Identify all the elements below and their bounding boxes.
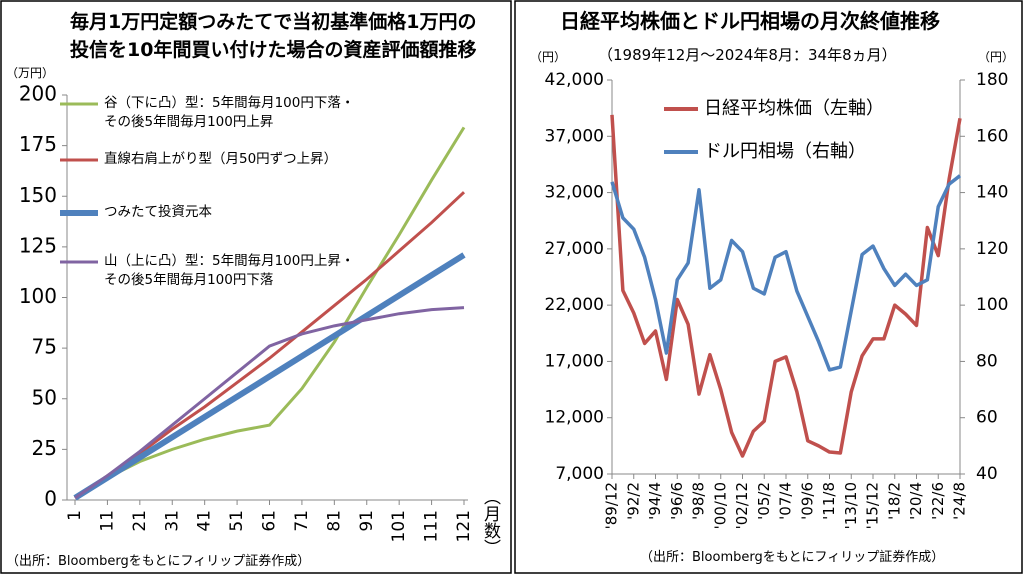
chart-subtitle: （1989年12月～2024年8月：34年8ヵ月） — [598, 46, 897, 64]
y2-tick-label: 120 — [976, 239, 1008, 259]
x-tick-label: '24/8 — [951, 482, 969, 520]
y-unit: （万円） — [6, 66, 55, 80]
series-line — [74, 191, 466, 500]
y-tick-label: 42,000 — [545, 70, 604, 90]
y2-tick-label: 80 — [976, 351, 998, 371]
series-line — [74, 306, 465, 500]
y2-tick-label: 100 — [976, 295, 1008, 315]
y-tick-label: 100 — [19, 284, 57, 308]
y-tick-label: 200 — [19, 82, 57, 106]
y-tick-label: 75 — [32, 335, 57, 359]
y-tick-label: 22,000 — [545, 295, 604, 315]
y-tick-label: 27,000 — [545, 239, 604, 259]
x-tick-label: 11 — [97, 510, 117, 532]
y-tick-label: 50 — [32, 385, 57, 409]
x-tick-label: 51 — [227, 510, 247, 532]
x-tick-label: '94/4 — [646, 482, 664, 520]
chart-title: 毎月1万円定額つみたてで当初基準価格1万円の投信を10年間買い付けた場合の資産評… — [70, 11, 477, 61]
x-tick-label: '11/8 — [820, 482, 838, 520]
series-line — [610, 174, 962, 372]
y-tick-label: 25 — [32, 436, 57, 460]
series-line — [610, 114, 962, 458]
legend-label: ドル円相場（右軸） — [704, 141, 866, 162]
x-tick-label: 71 — [292, 510, 312, 532]
x-tick-label: '18/2 — [885, 482, 903, 520]
x-tick-label: '15/12 — [864, 482, 882, 529]
x-tick-label: 61 — [260, 510, 280, 532]
y-tick-label: 17,000 — [545, 351, 604, 371]
chart-title: 日経平均株価とドル円相場の月次終値推移 — [560, 9, 940, 33]
x-tick-label: '09/6 — [798, 482, 816, 520]
series-line — [74, 126, 466, 500]
y2-tick-label: 60 — [976, 408, 998, 428]
source: （出所：Bloombergをもとにフィリップ証券作成） — [640, 550, 945, 565]
x-tick-label: '07/4 — [777, 482, 795, 520]
y-unit: （円） — [530, 50, 567, 64]
legend-label: 日経平均株価（左軸） — [704, 98, 884, 119]
y-tick-label: 150 — [19, 183, 57, 207]
x-tick-label: 1 — [65, 510, 85, 521]
legend-label: 山（上に凸）型：5年間毎月100円上昇・その後5年間毎月100円下落 — [104, 253, 355, 288]
x-tick-label: '05/2 — [755, 482, 773, 520]
x-tick-label: 31 — [162, 510, 182, 532]
x-tick-label: '02/12 — [733, 482, 751, 529]
x-tick-label: '00/10 — [711, 482, 729, 529]
x-tick-label: 91 — [357, 510, 377, 532]
y-tick-label: 37,000 — [545, 126, 604, 146]
x-tick-label: 41 — [195, 510, 215, 532]
y-tick-label: 125 — [19, 233, 57, 257]
x-tick-label: '92/2 — [624, 482, 642, 520]
y-tick-label: 0 — [44, 487, 57, 511]
x-tick-label: '20/4 — [907, 482, 925, 520]
legend-label: 直線右肩上がり型（月50円ずつ上昇） — [104, 151, 338, 167]
x-tick-label: 81 — [324, 510, 344, 532]
x-axis-label: （月数） — [480, 488, 500, 556]
legend-label: つみたて投資元本 — [104, 204, 212, 220]
x-tick-label: '22/6 — [929, 482, 947, 520]
legend-label: 谷（下に凸）型：5年間毎月100円下落・その後5年間毎月100円上昇 — [104, 95, 355, 130]
x-tick-label: 121 — [454, 510, 474, 542]
source: （出所：Bloombergをもとにフィリップ証券作成） — [6, 554, 311, 569]
y-tick-label: 175 — [19, 132, 57, 156]
y-tick-label: 12,000 — [545, 408, 604, 428]
series-line — [73, 252, 466, 501]
x-tick-label: 101 — [389, 510, 409, 542]
x-tick-label: '89/12 — [603, 482, 621, 529]
x-tick-label: '98/8 — [690, 482, 708, 520]
y2-unit: （円） — [978, 50, 1015, 64]
y2-tick-label: 40 — [976, 464, 998, 484]
right-panel — [514, 0, 1023, 574]
y-tick-label: 7,000 — [555, 464, 604, 484]
y2-tick-label: 140 — [976, 183, 1008, 203]
y2-tick-label: 180 — [976, 70, 1008, 90]
x-tick-label: 21 — [130, 510, 150, 532]
x-tick-label: 111 — [422, 510, 442, 542]
left-panel — [0, 0, 512, 574]
y2-tick-label: 160 — [976, 126, 1008, 146]
y-tick-label: 32,000 — [545, 183, 604, 203]
x-tick-label: '13/10 — [842, 482, 860, 529]
x-tick-label: '96/6 — [668, 482, 686, 520]
